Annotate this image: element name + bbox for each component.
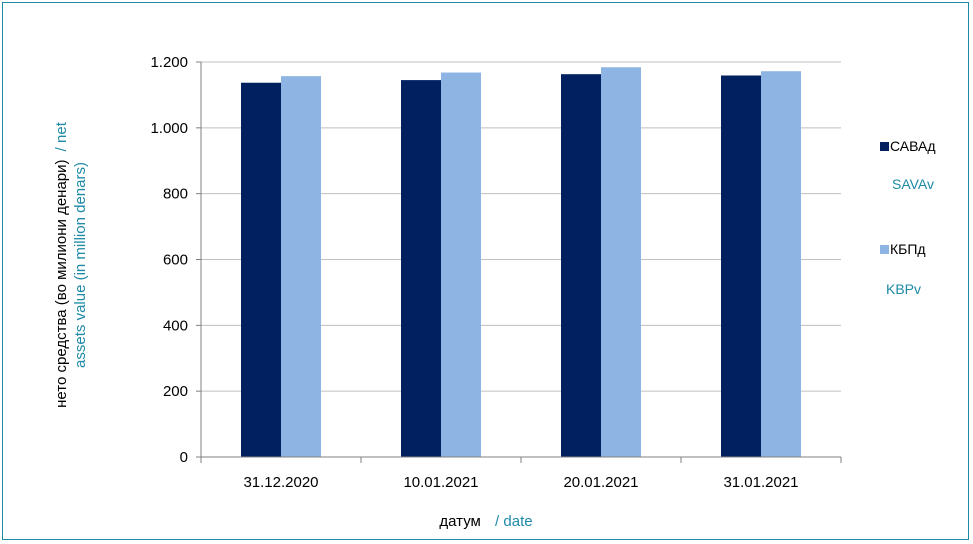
y-axis-title-en-1: / net: [53, 121, 70, 151]
bar-chart: 0 200 400 600 800 1.000 1.200 31.12.2020 10.01.…: [53, 54, 936, 530]
y-tick-label: 800: [163, 186, 188, 203]
y-tick-label: 600: [163, 252, 188, 269]
x-axis: 31.12.2020 10.01.2021 20.01.2021 31.01.2021: [200, 456, 842, 491]
legend: САВАд SAVAv КБПд KBPv: [880, 138, 936, 297]
legend-label-kbpd: КБПд: [890, 241, 926, 257]
bar-savad: [721, 75, 761, 457]
y-tick-label: 400: [163, 317, 188, 334]
bar-kbpd: [761, 71, 801, 457]
x-tick-label: 31.12.2020: [243, 474, 318, 491]
x-tick-label: 31.01.2021: [723, 474, 798, 491]
y-tick-label: 200: [163, 383, 188, 400]
bar-kbpd: [281, 76, 321, 457]
y-axis-title-mk: нето средства (во милиони денари): [53, 159, 70, 407]
svg-text:нето средства (во милиони дена: нето средства (во милиони денари) / net: [53, 121, 70, 408]
legend-item-savad: САВАд SAVAv: [880, 138, 936, 192]
bar-savad: [561, 74, 601, 457]
x-axis-title: датум / date: [439, 513, 532, 530]
bars: [241, 67, 801, 458]
y-tick-label: 1.000: [150, 120, 188, 137]
x-axis-title-en: / date: [495, 513, 533, 530]
bar-kbpd: [441, 72, 481, 458]
y-axis: 0 200 400 600 800 1.000 1.200: [150, 54, 202, 466]
bar-kbpd: [601, 67, 641, 458]
legend-label-savad: САВАд: [890, 138, 936, 154]
legend-swatch-kbpd: [880, 245, 889, 254]
y-tick-label: 0: [180, 449, 188, 466]
x-axis-title-mk: датум: [439, 513, 480, 530]
legend-label-kbpv: KBPv: [886, 281, 921, 297]
x-tick-label: 20.01.2021: [563, 474, 638, 491]
y-axis-title-en-2: assets value (in million denars): [72, 162, 89, 368]
legend-swatch-savad: [880, 142, 889, 151]
bar-savad: [241, 82, 281, 458]
x-tick-label: 10.01.2021: [403, 474, 478, 491]
legend-label-savav: SAVAv: [892, 176, 934, 192]
bar-savad: [401, 80, 441, 458]
legend-item-kbpd: КБПд KBPv: [880, 241, 926, 297]
y-tick-label: 1.200: [150, 54, 188, 71]
y-axis-title: нето средства (во милиони денари) / net …: [53, 121, 89, 408]
